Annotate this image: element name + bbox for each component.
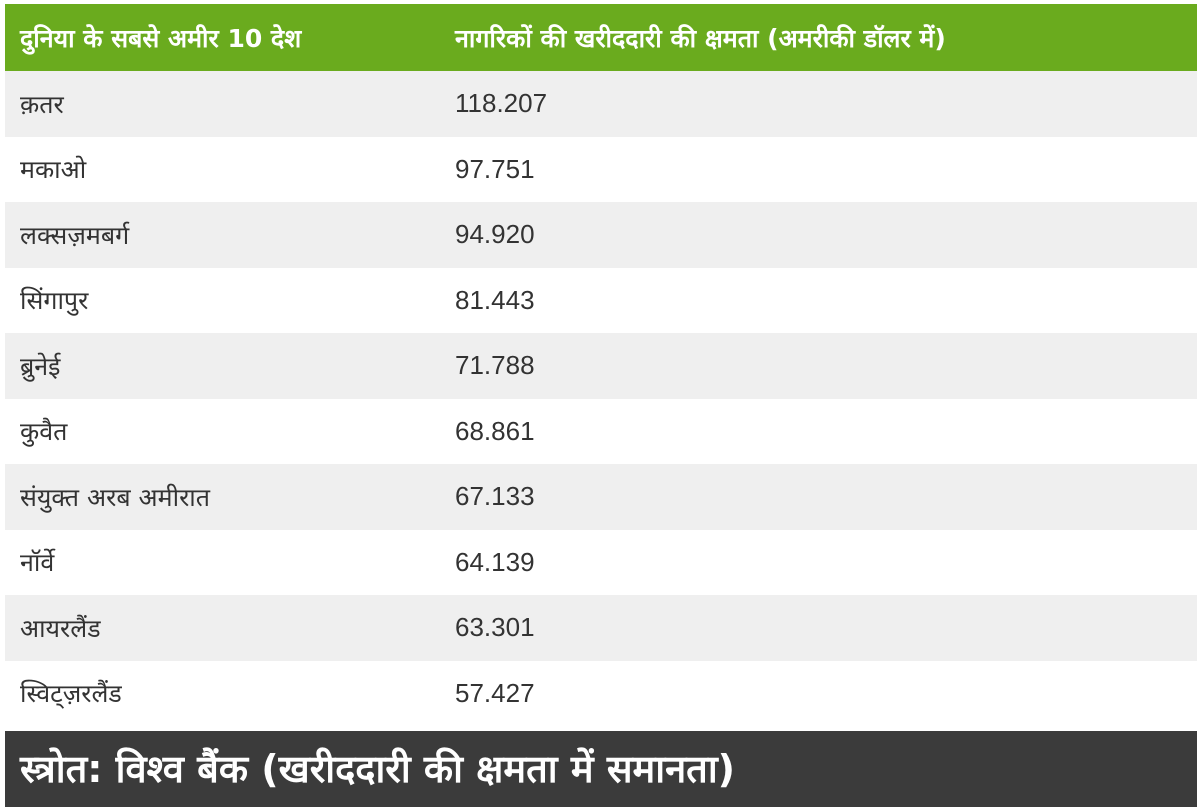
- country-cell: सिंगापुर: [20, 286, 89, 316]
- value-cell: 68.861: [455, 415, 535, 446]
- country-cell: कुवैत: [20, 417, 68, 447]
- value-cell: 67.133: [455, 481, 535, 512]
- country-cell: स्विट्ज़रलैंड: [20, 679, 122, 709]
- table-row: आयरलैंड 63.301: [5, 595, 1197, 661]
- table-row: कुवैत 68.861: [5, 398, 1197, 464]
- value-cell: 63.301: [455, 612, 535, 643]
- table-row: संयुक्त अरब अमीरात 67.133: [5, 464, 1197, 530]
- table-row: लक्सज़मबर्ग 94.920: [5, 202, 1197, 268]
- value-cell: 71.788: [455, 350, 535, 381]
- country-cell: नॉर्वे: [20, 548, 55, 578]
- value-cell: 57.427: [455, 677, 535, 708]
- country-cell: ब्रुनेई: [20, 351, 61, 381]
- country-cell: संयुक्त अरब अमीरात: [20, 482, 211, 512]
- table-row: ब्रुनेई 71.788: [5, 333, 1197, 399]
- table-row: स्विट्ज़रलैंड 57.427: [5, 660, 1197, 726]
- source-caption: स्त्रोत: विश्व बैंक (खरीददारी की क्षमता …: [5, 731, 1197, 807]
- value-cell: 118.207: [455, 88, 548, 119]
- value-cell: 94.920: [455, 219, 535, 250]
- table-header-row: दुनिया के सबसे अमीर 10 देश नागरिकों की ख…: [5, 4, 1197, 71]
- country-cell: आयरलैंड: [20, 613, 101, 643]
- table-row: नॉर्वे 64.139: [5, 529, 1197, 595]
- value-cell: 97.751: [455, 153, 535, 184]
- country-cell: मकाओ: [20, 155, 87, 185]
- table-row: सिंगापुर 81.443: [5, 267, 1197, 333]
- rich-countries-table: दुनिया के सबसे अमीर 10 देश नागरिकों की ख…: [5, 4, 1197, 726]
- country-cell: क़तर: [20, 89, 64, 119]
- country-cell: लक्सज़मबर्ग: [20, 220, 130, 250]
- value-cell: 64.139: [455, 546, 535, 577]
- table-row: मकाओ 97.751: [5, 136, 1197, 202]
- column-header-country: दुनिया के सबसे अमीर 10 देश: [20, 23, 302, 53]
- table-row: क़तर 118.207: [5, 71, 1197, 137]
- value-cell: 81.443: [455, 284, 535, 315]
- column-header-value: नागरिकों की खरीददारी की क्षमता (अमरीकी ड…: [455, 23, 946, 53]
